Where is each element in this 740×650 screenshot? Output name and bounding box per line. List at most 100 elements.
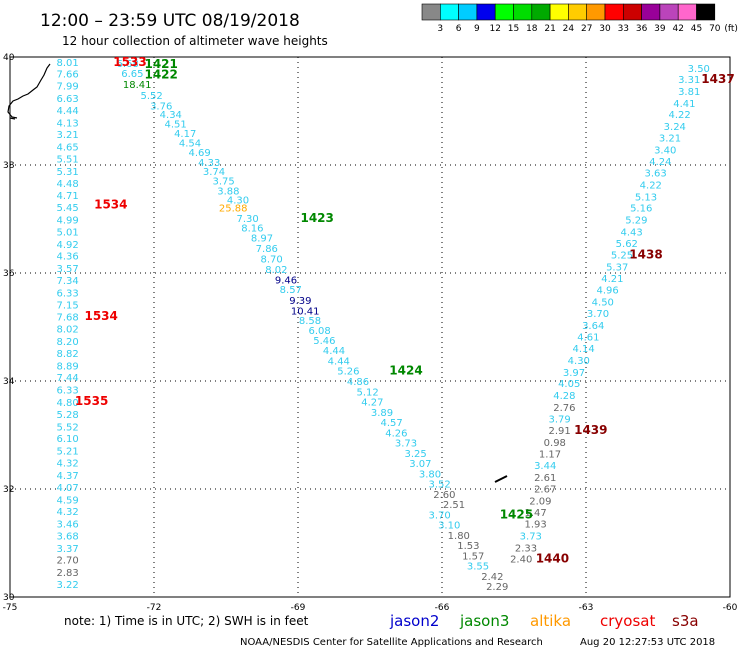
- swh-value: 3.46: [56, 520, 78, 531]
- satellite-label-jason2: jason2: [389, 612, 439, 630]
- timestamp-text: Aug 20 12:27:53 UTC 2018: [580, 637, 715, 648]
- scale-swatch: [568, 3, 588, 21]
- swh-value: 6.33: [56, 386, 78, 397]
- swh-value: 5.52: [56, 422, 78, 433]
- swh-value: 3.07: [409, 459, 431, 470]
- swh-value: 5.29: [625, 216, 647, 227]
- time-label: 1535: [75, 394, 108, 408]
- swh-value: 4.86: [347, 377, 369, 388]
- swh-value: 3.37: [56, 544, 78, 555]
- swh-value: 7.68: [56, 313, 78, 324]
- swh-value: 3.21: [659, 133, 681, 144]
- scale-swatch: [696, 3, 716, 21]
- swh-value: 3.55: [467, 562, 489, 573]
- time-label: 1422: [144, 67, 177, 81]
- satellite-label-s3a: s3a: [672, 612, 699, 630]
- swh-values: 8.017.667.996.634.444.133.214.655.515.31…: [56, 58, 709, 593]
- swh-value: 1.17: [539, 449, 561, 460]
- swh-value: 5.52: [140, 91, 162, 102]
- swh-value: 3.68: [56, 531, 78, 542]
- plot-frame: [9, 56, 731, 598]
- swh-value: 25.88: [219, 204, 248, 215]
- swh-value: 5.26: [337, 367, 359, 378]
- scale-tick-label: 21: [544, 24, 555, 34]
- scale-swatch: [604, 3, 624, 21]
- swh-value: 4.69: [188, 148, 210, 159]
- swh-value: 7.86: [256, 244, 278, 255]
- scale-tick-label: 39: [654, 24, 666, 34]
- swh-value: 3.31: [678, 75, 700, 86]
- swh-value: 3.73: [520, 531, 542, 542]
- swh-value: 2.51: [443, 500, 465, 511]
- swh-value: 3.44: [534, 461, 556, 472]
- scale-swatch: [586, 3, 606, 21]
- swh-value: 4.27: [361, 398, 383, 409]
- y-tick-label: 30: [3, 593, 15, 603]
- swh-value: 3.52: [428, 480, 450, 491]
- swh-value: 4.22: [640, 180, 662, 191]
- swh-value: 3.70: [428, 510, 450, 521]
- chart-title: 12:00 – 23:59 UTC 08/19/2018: [40, 11, 300, 31]
- y-tick-label: 38: [3, 161, 15, 171]
- scale-tick-label: 36: [636, 24, 648, 34]
- y-tick-label: 40: [3, 53, 15, 63]
- swh-value: 5.01: [56, 227, 78, 238]
- time-label: 1440: [536, 552, 569, 566]
- swh-value: 2.29: [486, 582, 508, 593]
- swh-value: 2.67: [534, 484, 556, 495]
- swh-value: 3.63: [644, 169, 666, 180]
- swh-value: 8.82: [56, 349, 78, 360]
- time-label: 1534: [84, 309, 117, 323]
- swh-value: 3.24: [664, 122, 686, 133]
- swh-value: 7.44: [56, 373, 78, 384]
- swh-value: 4.41: [673, 99, 695, 110]
- swh-value: 1.53: [457, 541, 479, 552]
- swh-value: 2.33: [515, 543, 537, 554]
- swh-value: 5.16: [630, 204, 652, 215]
- swh-value: 3.21: [56, 130, 78, 141]
- time-label: 1424: [389, 364, 422, 378]
- y-tick-label: 32: [3, 485, 14, 495]
- swh-value: 1.47: [524, 508, 546, 519]
- swh-value: 7.15: [56, 300, 78, 311]
- swh-value: 9.46: [275, 275, 297, 286]
- swh-value: 8.01: [56, 58, 78, 69]
- swh-value: 5.28: [56, 410, 78, 421]
- time-label: 1423: [300, 211, 333, 225]
- time-label: 1421: [144, 57, 177, 71]
- y-tick-label: 36: [3, 269, 15, 279]
- scale-swatch: [421, 3, 441, 21]
- swh-value: 4.99: [56, 216, 78, 227]
- swh-value: 3.89: [371, 408, 393, 419]
- scale-swatch: [677, 3, 697, 21]
- swh-value: 4.30: [227, 196, 249, 207]
- swh-value: 3.97: [563, 368, 585, 379]
- swh-value: 4.05: [558, 379, 580, 390]
- swh-value: 2.76: [553, 403, 575, 414]
- swh-value: 3.75: [212, 177, 234, 188]
- island-shape: [494, 475, 508, 483]
- swh-value: 5.51: [56, 155, 78, 166]
- scale-swatch: [659, 3, 679, 21]
- swh-value: 4.96: [596, 286, 618, 297]
- swh-value: 18.41: [123, 80, 152, 91]
- swh-value: 1.80: [448, 531, 470, 542]
- swh-value: 3.70: [587, 309, 609, 320]
- swh-value: 6.68: [116, 59, 138, 70]
- swh-value: 5.12: [356, 387, 378, 398]
- scale-tick-label: 45: [691, 24, 702, 34]
- x-tick-label: -60: [723, 603, 738, 613]
- swh-value: 1.57: [462, 551, 484, 562]
- time-label: 1534: [94, 197, 127, 211]
- swh-value: 5.62: [616, 239, 638, 250]
- scale-swatch: [476, 3, 496, 21]
- swh-value: 4.80: [56, 398, 78, 409]
- swh-value: 2.60: [433, 490, 455, 501]
- scale-swatch: [531, 3, 551, 21]
- swh-value: 5.45: [56, 203, 78, 214]
- swh-value: 4.44: [56, 106, 78, 117]
- swh-value: 3.22: [56, 580, 78, 591]
- swh-value: 4.59: [56, 495, 78, 506]
- time-label: 1533: [113, 55, 146, 69]
